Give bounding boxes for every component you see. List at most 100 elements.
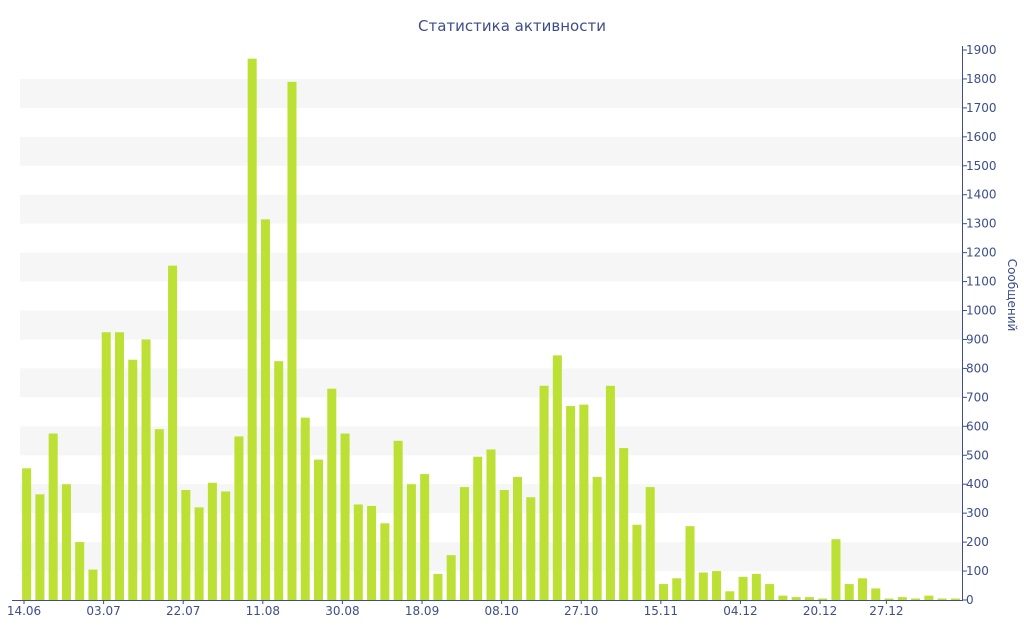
grid-band [20,368,962,398]
bar [937,598,947,600]
bar [566,406,576,600]
bar [911,598,921,600]
bar [499,490,509,600]
y-tick-label: 1700 [966,101,997,115]
y-tick-label: 800 [966,361,989,375]
bar [685,526,695,600]
bar [406,484,416,600]
bar [221,491,231,600]
bar [459,487,469,600]
bar [658,584,668,600]
bar [234,436,244,600]
bar [48,433,58,600]
bar [513,476,523,600]
grid-band [20,136,962,166]
y-tick-label: 400 [966,477,989,491]
bar [194,507,204,600]
bar [884,598,894,600]
bar [605,385,615,600]
bars-layer [22,58,960,601]
bar [247,58,257,601]
bar [101,332,111,600]
y-tick-label: 600 [966,419,989,433]
bar [340,433,350,600]
bar [154,429,164,600]
bar [751,573,761,600]
bar [765,584,775,600]
y-tick-label: 300 [966,506,989,520]
y-tick-label: 1300 [966,217,997,231]
grid-band [20,78,962,108]
bar [831,539,841,600]
chart-title: Статистика активности [418,17,606,35]
bar [181,490,191,600]
bar [327,388,337,600]
bar [22,468,32,600]
x-tick-label: 03.07 [86,604,120,618]
bar [75,542,85,600]
bar [672,578,682,600]
bar [738,576,748,600]
bar [698,572,708,600]
x-tick-label: 08.10 [484,604,518,618]
bar [486,449,496,600]
bar [128,359,138,600]
x-tick-label: 20.12 [803,604,837,618]
bar [420,474,430,600]
grid-band [20,252,962,282]
x-tick-label: 11.08 [246,604,280,618]
y-tick-label: 1200 [966,246,997,260]
bar [446,555,456,600]
bar [274,361,284,600]
x-tick-label: 30.08 [325,604,359,618]
grid-band [20,310,962,340]
bar [871,588,881,600]
y-tick-label: 1000 [966,304,997,318]
x-tick-label: 18.09 [405,604,439,618]
bar [526,497,536,600]
y-tick-label: 1900 [966,43,997,57]
y-tick-label: 1800 [966,72,997,86]
bar [300,417,310,600]
y-tick-label: 500 [966,448,989,462]
bar [897,597,907,600]
x-tick-label: 15.11 [644,604,678,618]
y-tick-label: 1100 [966,275,997,289]
bar [314,459,324,600]
bar [778,595,788,600]
bar [141,339,151,600]
x-tick-label: 14.06 [7,604,41,618]
bar [287,81,297,601]
y-tick-label: 900 [966,332,989,346]
grid-band [20,194,962,224]
axes-layer: 0 100 200 300 400 500 600 700 800 900 1000 1100 1200… [7,43,997,618]
bar [857,578,867,600]
y-tick-label: 1600 [966,130,997,144]
bar [552,355,562,600]
bar [433,573,443,600]
bar [579,404,589,600]
bar [35,494,45,600]
y-tick-label: 1400 [966,188,997,202]
x-tick-label: 27.10 [564,604,598,618]
bar [818,598,828,600]
bar [791,597,801,600]
bar [619,448,629,600]
y-tick-label: 100 [966,564,989,578]
bar [260,219,270,600]
bar [168,265,178,600]
x-tick-label: 27.12 [869,604,903,618]
x-tick-label: 04.12 [723,604,757,618]
y-axis-label: Сообщений [1005,259,1019,332]
bar [473,456,483,600]
bar [924,595,934,600]
bar [207,482,217,600]
y-tick-label: 0 [966,593,974,607]
bar [844,584,854,600]
bar [88,569,98,600]
bar [380,523,390,600]
bar [61,484,71,600]
y-tick-label: 1500 [966,159,997,173]
